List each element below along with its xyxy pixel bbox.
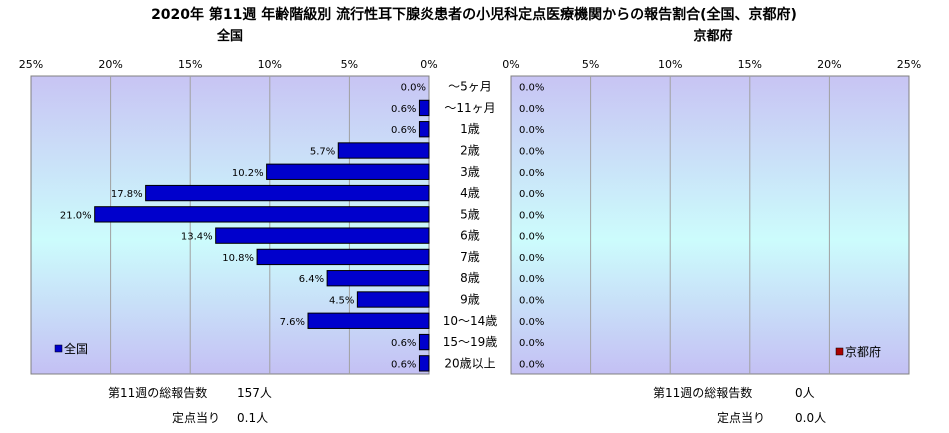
left-data-label: 21.0% (60, 210, 92, 221)
national-total-label: 第11週の総報告数 (108, 385, 207, 400)
category-label: ～5ヶ月 (448, 80, 492, 94)
kyoto-total-value: 0人 (795, 386, 815, 400)
national-summary: 第11週の総報告数 157人 定点当り 0.1人 (108, 385, 272, 425)
left-data-label: 0.0% (401, 83, 426, 94)
right-x-tick-label: 0% (502, 58, 519, 71)
category-label: 20歳以上 (444, 356, 495, 370)
left-x-tick-label: 0% (420, 58, 437, 71)
left-legend: 全国 (54, 341, 88, 356)
left-data-label: 10.8% (222, 253, 254, 264)
kyoto-total-label: 第11週の総報告数 (653, 385, 752, 400)
right-data-label: 0.0% (519, 317, 544, 328)
left-data-label: 10.2% (232, 168, 264, 179)
left-data-label: 5.7% (310, 147, 335, 158)
category-label: 4歳 (460, 186, 480, 200)
kyoto-per-value: 0.0人 (795, 411, 826, 425)
right-x-tick-labels: 0% 5% 10% 15% 20% 25% (502, 58, 921, 71)
left-bar (418, 333, 430, 351)
right-x-tick-label: 20% (817, 58, 841, 71)
right-x-tick-label: 15% (738, 58, 762, 71)
right-data-label: 0.0% (519, 147, 544, 158)
category-label: 9歳 (460, 293, 480, 307)
national-per-label: 定点当り (172, 410, 220, 425)
category-label: 15～19歳 (443, 335, 498, 349)
right-data-label: 0.0% (519, 125, 544, 136)
right-x-tick-label: 10% (658, 58, 682, 71)
right-data-label: 0.0% (519, 359, 544, 370)
right-data-label: 0.0% (519, 274, 544, 285)
left-x-tick-label: 15% (178, 58, 202, 71)
left-data-label: 0.6% (391, 125, 416, 136)
category-label: 6歳 (460, 229, 480, 243)
right-legend: 京都府 (835, 344, 881, 359)
left-legend-swatch (54, 344, 63, 353)
right-data-label: 0.0% (519, 232, 544, 243)
left-bar (326, 270, 430, 287)
left-x-tick-labels: 25% 20% 15% 10% 5% 0% (19, 58, 438, 71)
left-bar (307, 312, 430, 329)
left-data-label: 7.6% (280, 317, 305, 328)
right-data-label: 0.0% (519, 189, 544, 200)
left-bar (94, 206, 430, 223)
right-data-label: 0.0% (519, 104, 544, 115)
left-bar (356, 291, 430, 308)
right-data-label: 0.0% (519, 338, 544, 349)
left-data-label: 0.6% (391, 359, 416, 370)
right-data-labels: 0.0% 0.0% 0.0% 0.0% 0.0% 0.0% 0.0% 0.0% 0.0% 0.0%… (519, 83, 544, 371)
left-bar (418, 355, 430, 372)
chart-title: 2020年 第11週 年齢階級別 流行性耳下腺炎患者の小児科定点医療機関からの報… (151, 6, 797, 23)
right-plot-area (510, 75, 910, 375)
left-data-label: 4.5% (329, 296, 354, 307)
right-legend-swatch (835, 347, 844, 356)
left-data-label: 17.8% (111, 189, 143, 200)
kyoto-per-label: 定点当り (717, 410, 765, 425)
left-data-label: 6.4% (299, 274, 324, 285)
left-bar (215, 227, 430, 244)
left-x-tick-label: 10% (258, 58, 282, 71)
left-bar (418, 99, 430, 117)
category-label: 1歳 (460, 122, 480, 136)
category-label: 10～14歳 (443, 314, 498, 328)
category-label: 8歳 (460, 271, 480, 285)
right-data-label: 0.0% (519, 210, 544, 221)
national-total-value: 157人 (237, 386, 272, 400)
category-label: 2歳 (460, 144, 480, 158)
left-bar (266, 163, 430, 180)
category-label: ～11ヶ月 (444, 101, 495, 115)
category-label: 5歳 (460, 207, 480, 221)
left-bar (418, 121, 430, 138)
left-x-tick-label: 5% (341, 58, 358, 71)
left-data-label: 13.4% (181, 232, 213, 243)
category-labels: ～5ヶ月 ～11ヶ月 1歳 2歳 3歳 4歳 5歳 6歳 7歳 8歳 9歳 10～14歳 15～19歳 2… (443, 80, 498, 371)
left-bars (94, 99, 430, 372)
right-grid (590, 76, 830, 374)
left-bar (145, 184, 430, 202)
left-data-labels: 0.0% 0.6% 0.6% 5.7% 10.2% 17.8% 21.0% 13.4% 10.8… (60, 83, 426, 371)
category-label: 3歳 (460, 165, 480, 179)
left-data-label: 0.6% (391, 104, 416, 115)
left-bar (256, 248, 430, 266)
right-x-tick-label: 25% (897, 58, 921, 71)
right-data-label: 0.0% (519, 253, 544, 264)
right-data-label: 0.0% (519, 83, 544, 94)
left-data-label: 0.6% (391, 338, 416, 349)
left-x-tick-label: 20% (98, 58, 122, 71)
right-data-label: 0.0% (519, 296, 544, 307)
category-label: 7歳 (460, 250, 480, 264)
kyoto-summary: 第11週の総報告数 0人 定点当り 0.0人 (653, 385, 826, 425)
right-panel-title: 京都府 (693, 28, 732, 44)
left-panel-title: 全国 (216, 28, 243, 44)
national-per-value: 0.1人 (237, 411, 268, 425)
right-x-tick-label: 5% (582, 58, 599, 71)
right-data-label: 0.0% (519, 168, 544, 179)
left-plot-area (30, 75, 430, 375)
left-bar (337, 142, 430, 159)
right-legend-label: 京都府 (845, 344, 881, 359)
left-x-tick-label: 25% (19, 58, 43, 71)
left-legend-label: 全国 (64, 341, 88, 356)
